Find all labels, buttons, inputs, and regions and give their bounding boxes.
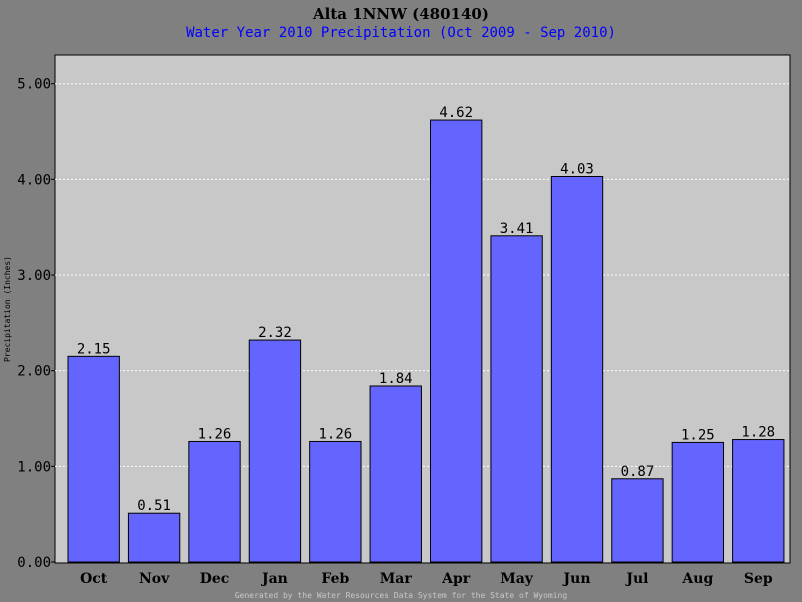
value-label-jun: 4.03: [560, 161, 594, 177]
x-tick-label-nov: Nov: [139, 571, 170, 587]
bar-layer: [67, 119, 785, 563]
y-tick-label: 0.00: [17, 555, 51, 571]
x-tick-label-apr: Apr: [441, 571, 471, 587]
x-tick-label-dec: Dec: [200, 571, 230, 587]
y-tick-label: 2.00: [17, 364, 51, 380]
x-tick-label-feb: Feb: [321, 571, 349, 587]
bar-mar: [369, 385, 422, 563]
value-label-may: 3.41: [500, 221, 534, 237]
value-label-feb: 1.26: [318, 426, 352, 442]
x-tick-label-aug: Aug: [681, 571, 713, 587]
value-label-jul: 0.87: [621, 464, 655, 480]
value-label-oct: 2.15: [77, 341, 111, 357]
value-label-jan: 2.32: [258, 325, 292, 341]
value-label-aug: 1.25: [681, 427, 715, 443]
x-tick-label-oct: Oct: [80, 571, 108, 587]
bar-nov: [127, 512, 181, 563]
x-tick-label-jun: Jun: [562, 571, 591, 587]
grid-layer: [55, 83, 790, 467]
chart-title: Alta 1NNW (480140): [313, 5, 489, 23]
bar-apr: [430, 119, 483, 563]
x-tick-label-may: May: [500, 571, 534, 587]
value-label-nov: 0.51: [137, 498, 171, 514]
footer-note: Generated by the Water Resources Data Sy…: [234, 591, 568, 600]
bar-may: [490, 235, 543, 563]
bar-dec: [188, 440, 241, 563]
value-label-apr: 4.62: [439, 105, 473, 121]
bar-sep: [732, 439, 785, 563]
y-tick-label: 5.00: [17, 77, 51, 93]
y-tick-layer: 0.00 1.00 2.00 3.00 4.00 5.00: [17, 77, 55, 571]
x-tick-label-jul: Jul: [624, 571, 648, 587]
chart-subtitle: Water Year 2010 Precipitation (Oct 2009 …: [186, 25, 616, 41]
y-tick-label: 1.00: [17, 459, 51, 475]
bar-jun: [550, 175, 604, 563]
bar-oct: [67, 355, 120, 563]
x-tick-label-jan: Jan: [260, 571, 288, 587]
bar-feb: [309, 440, 362, 563]
y-tick-label: 4.00: [17, 172, 51, 188]
plot-area: [54, 54, 791, 564]
value-label-sep: 1.28: [741, 425, 775, 441]
y-tick-label: 3.00: [17, 268, 51, 284]
y-axis-label: Precipitation (Inches): [3, 256, 12, 362]
bar-aug: [671, 441, 725, 563]
value-label-dec: 1.26: [198, 426, 232, 442]
x-tick-label-mar: Mar: [380, 571, 413, 587]
bar-jan: [248, 339, 302, 563]
x-tick-label-sep: Sep: [744, 571, 773, 587]
value-label-layer: 2.15 0.51 1.26 2.32 1.26 1.84 4.62 3.41 4.03 0.87…: [77, 105, 775, 514]
bar-jul: [611, 478, 664, 563]
x-category-layer: Oct Nov Dec Jan Feb Mar Apr May Jun Jul Aug Sep: [80, 571, 773, 587]
value-label-mar: 1.84: [379, 371, 413, 387]
